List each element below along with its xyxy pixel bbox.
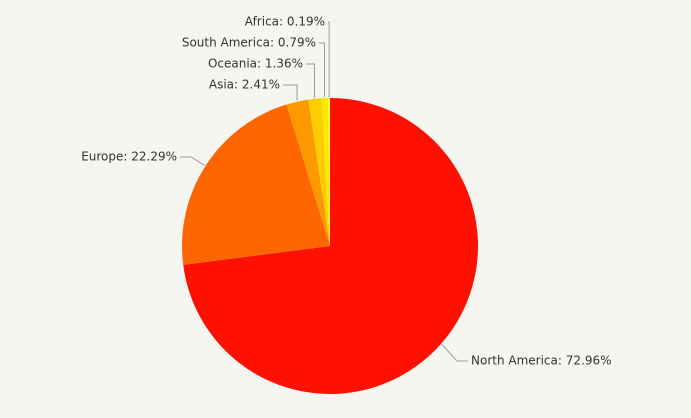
data-label: North America: 72.96%	[471, 354, 612, 368]
data-label: Africa: 0.19%	[245, 15, 325, 29]
pie-slice	[286, 99, 330, 246]
leader-line	[180, 156, 205, 166]
leader-line	[306, 63, 315, 98]
data-label: Europe: 22.29%	[81, 150, 177, 164]
pie-slice	[183, 98, 478, 394]
data-label: South America: 0.79%	[182, 36, 316, 50]
pie-slice	[308, 98, 330, 246]
leader-line	[441, 344, 468, 362]
data-label: Oceania: 1.36%	[208, 57, 303, 71]
leader-line	[283, 84, 298, 101]
leader-line	[328, 21, 330, 98]
pie-slice	[328, 98, 330, 246]
leader-line	[319, 42, 326, 98]
data-label: Asia: 2.41%	[209, 78, 280, 92]
pie-slice	[182, 104, 330, 265]
pie-slice	[320, 98, 330, 246]
